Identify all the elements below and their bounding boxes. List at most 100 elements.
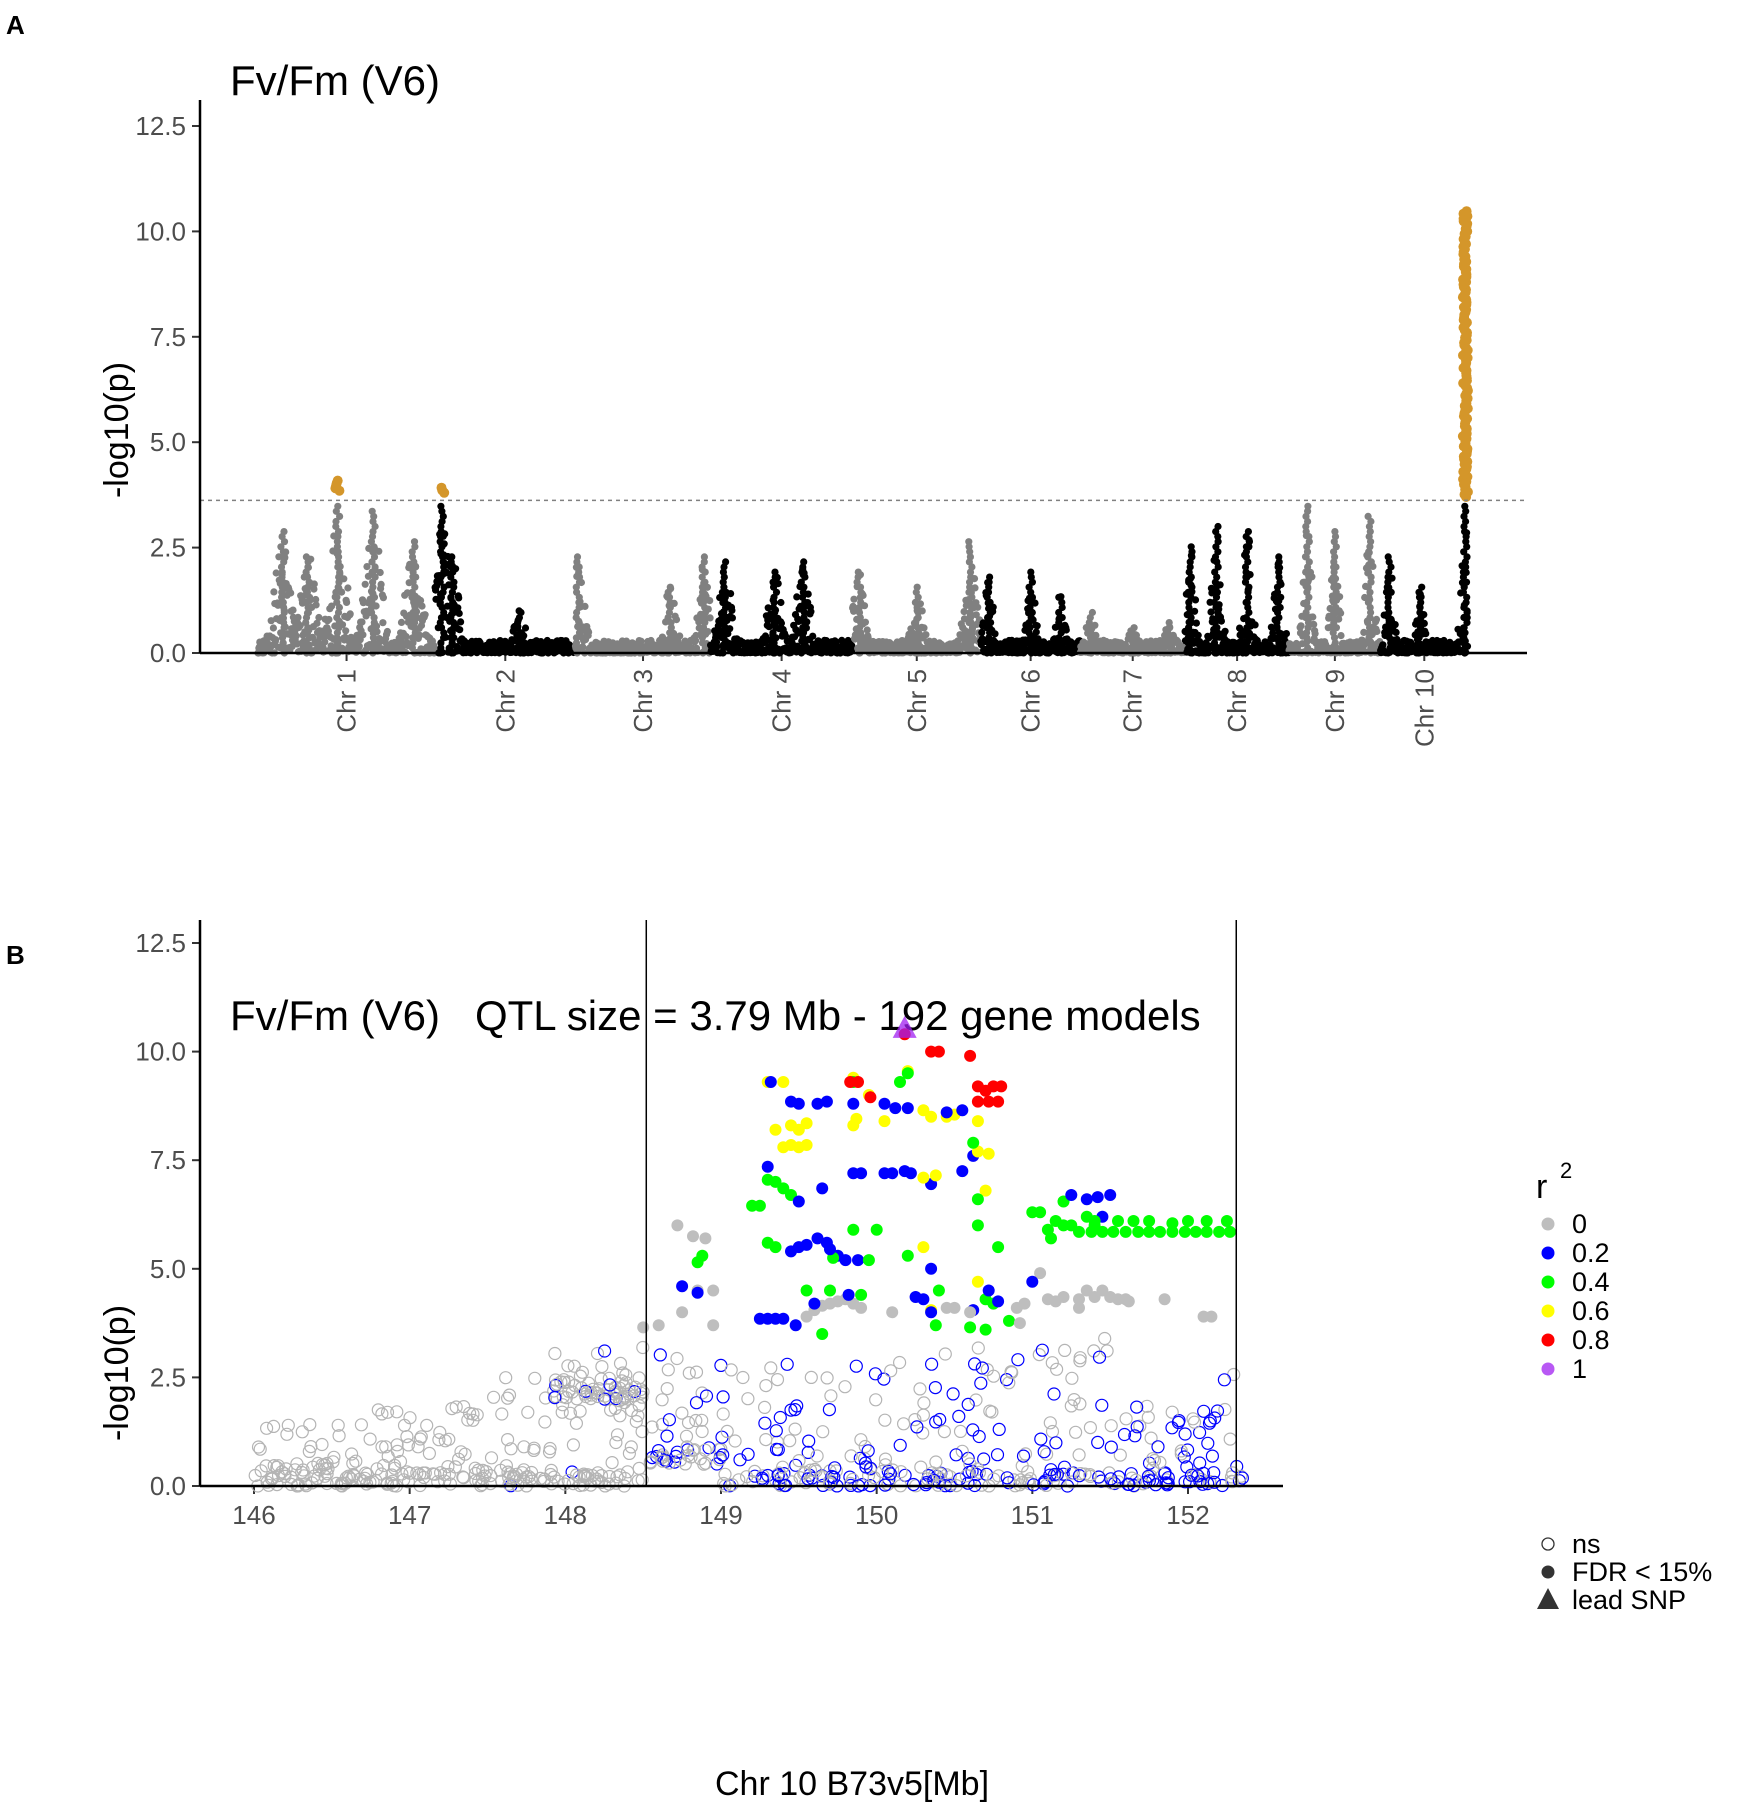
chromosome-10-points: [1377, 206, 1473, 657]
significant-snp-point: [992, 1095, 1005, 1108]
significant-snp-point: [1200, 1215, 1213, 1227]
significant-snp-point: [707, 1319, 720, 1332]
snp-point: [455, 594, 463, 602]
snp-point: [449, 603, 457, 612]
significant-snp-point: [1143, 1225, 1156, 1238]
panel-b-label: B: [6, 940, 25, 970]
significant-snp-point: [777, 1312, 790, 1325]
snp-point: [777, 619, 786, 627]
x-tick-label: Chr 2: [490, 669, 520, 733]
ns-snp-point: [1104, 1419, 1118, 1433]
snp-point: [1331, 528, 1339, 536]
panel-a-label: A: [6, 10, 25, 40]
snp-point: [966, 583, 974, 591]
ns-snp-point: [449, 1400, 463, 1414]
chromosome-9-points: [1285, 502, 1384, 657]
snp-point: [302, 639, 310, 647]
ns-snp-point: [1227, 1367, 1241, 1382]
ns-snp-point: [733, 1453, 747, 1467]
significant-snp-point: [1088, 1291, 1101, 1303]
snp-point: [764, 604, 772, 612]
significant-snp-point: [886, 1306, 899, 1319]
ns-snp-point: [595, 1359, 609, 1374]
significant-snp-point: [1182, 1215, 1194, 1227]
panel-b-x-ticks: 146 147 148 149 150 151 152: [232, 1486, 1210, 1530]
snp-point: [965, 629, 973, 637]
significant-snp-point: [816, 1182, 829, 1195]
ns-snp-point: [716, 1390, 730, 1404]
snp-point: [1033, 622, 1041, 630]
snp-point: [334, 502, 342, 510]
significant-snp-point: [777, 1076, 790, 1088]
snp-point: [448, 553, 456, 561]
snp-point: [287, 589, 295, 597]
significant-snp-point: [901, 1102, 914, 1115]
significant-snp-point: [691, 1256, 704, 1269]
snp-point: [959, 632, 967, 640]
ns-snp-point: [1141, 1410, 1155, 1424]
snp-point: [1372, 615, 1381, 624]
snp-point: [383, 627, 391, 636]
significant-snp-point: [707, 1284, 720, 1297]
significant-snp-point: [847, 1223, 860, 1236]
ns-snp-point: [757, 1400, 772, 1415]
significant-snp-point: [855, 1288, 868, 1301]
significant-snp-point: [925, 1306, 938, 1319]
significant-snp-point: [839, 1254, 852, 1267]
snp-point: [1282, 630, 1290, 638]
ns-snp-point: [670, 1351, 684, 1366]
ns-snp-point: [914, 1460, 928, 1474]
ns-snp-point: [741, 1447, 755, 1461]
snp-point: [960, 608, 968, 616]
snp-point: [857, 598, 865, 607]
y-tick-label: 5.0: [150, 427, 186, 457]
snp-point: [1187, 543, 1195, 551]
ns-snp-point: [822, 1402, 837, 1417]
snp-point: [576, 644, 584, 652]
ns-snp-point: [1095, 1398, 1109, 1412]
ns-snp-point: [937, 1424, 952, 1439]
ns-snp-point: [893, 1438, 907, 1452]
ns-snp-point: [1100, 1344, 1114, 1358]
ns-snp-point: [645, 1420, 659, 1434]
snp-point: [922, 631, 930, 639]
significant-snp-point: [1205, 1310, 1218, 1323]
chromosome-2-points: [431, 482, 579, 657]
significant-snp-point: [982, 1284, 995, 1297]
significant-snp-point: [789, 1319, 802, 1332]
snp-point: [289, 606, 297, 614]
ns-snp-point: [924, 1357, 939, 1371]
x-tick-label: 152: [1166, 1500, 1209, 1530]
legend-r2-swatch: [1541, 1217, 1555, 1231]
x-tick-label: Chr 1: [332, 669, 362, 733]
significant-snp-point: [824, 1243, 836, 1256]
snp-point: [344, 584, 352, 592]
snp-point: [700, 553, 709, 561]
snp-point: [346, 610, 354, 618]
ns-snp-point: [528, 1371, 542, 1385]
snp-point: [517, 629, 525, 637]
legend-r2-title: r: [1536, 1168, 1547, 1206]
snp-point: [666, 583, 674, 591]
significant-snp-point: [808, 1297, 821, 1310]
panel-b-title: Fv/Fm (V6) QTL size = 3.79 Mb - 192 gene…: [230, 992, 1201, 1039]
snp-point: [267, 617, 275, 625]
significant-snp-point: [992, 1241, 1005, 1254]
ns-snp-point: [1034, 1432, 1048, 1446]
x-tick-label: Chr 7: [1118, 669, 1148, 733]
significant-snp-point: [764, 1076, 777, 1088]
significant-snp-point: [1018, 1297, 1031, 1310]
legend-r2-label: 0.2: [1572, 1238, 1610, 1268]
significant-snp-point: [1178, 1225, 1191, 1238]
snp-point: [1251, 621, 1259, 629]
significant-snp-point: [1088, 1215, 1101, 1227]
significant-snp-point: [1045, 1232, 1057, 1245]
significant-snp-point: [800, 1117, 813, 1130]
snp-point: [1297, 622, 1305, 630]
ns-snp-point: [758, 1416, 772, 1430]
snp-point: [296, 622, 304, 630]
snp-point: [800, 558, 808, 566]
snp-point: [572, 634, 581, 642]
snp-point: [447, 563, 456, 571]
significant-snp-point: [1034, 1206, 1047, 1219]
